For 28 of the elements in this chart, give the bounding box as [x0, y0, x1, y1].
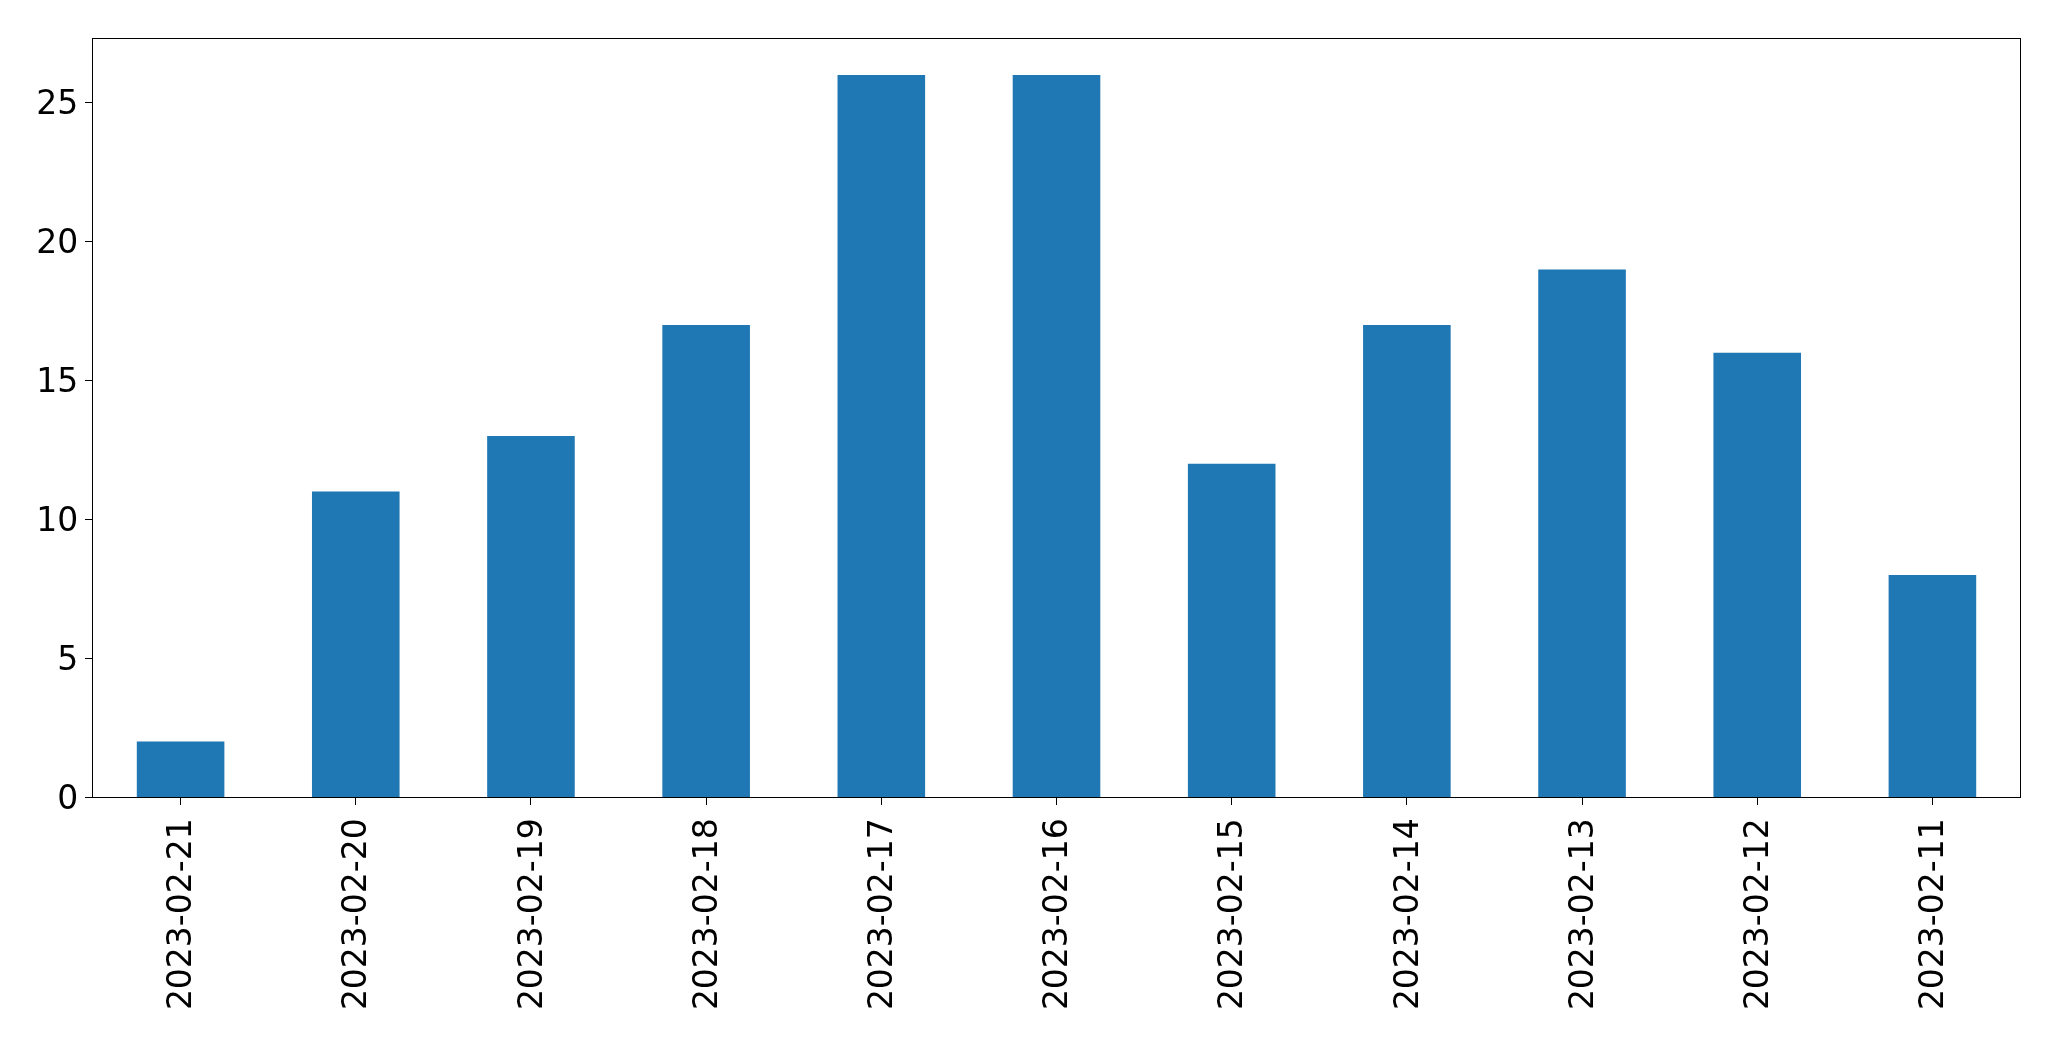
bar: [1012, 75, 1101, 797]
x-tick-label: 2023-02-19: [510, 818, 550, 1011]
bar: [1363, 324, 1451, 797]
bar: [1187, 463, 1276, 797]
x-tick-label: 2023-02-13: [1561, 818, 1601, 1011]
y-tick-label: 0: [57, 777, 79, 817]
bar: [136, 741, 225, 797]
y-tick-label: 25: [36, 83, 79, 123]
bar: [662, 324, 750, 797]
bar: [1538, 269, 1626, 797]
x-tick-label: 2023-02-21: [160, 818, 200, 1011]
x-tick-label: 2023-02-11: [1912, 818, 1952, 1011]
bar: [837, 75, 926, 797]
bar: [1713, 352, 1802, 797]
bar: [311, 491, 400, 797]
x-tick-label: 2023-02-14: [1386, 818, 1426, 1011]
y-tick-label: 20: [36, 222, 79, 262]
y-tick-label: 15: [36, 361, 79, 401]
x-tick-label: 2023-02-20: [335, 818, 375, 1011]
x-tick-label: 2023-02-16: [1036, 818, 1076, 1011]
y-tick-label: 10: [36, 499, 79, 539]
x-tick-label: 2023-02-18: [685, 818, 725, 1011]
x-tick-label: 2023-02-15: [1211, 818, 1251, 1011]
x-tick-label: 2023-02-12: [1736, 818, 1776, 1011]
bar: [1888, 574, 1977, 797]
y-tick-label: 5: [57, 638, 79, 678]
bar: [487, 436, 575, 797]
x-tick-label: 2023-02-17: [861, 818, 901, 1011]
